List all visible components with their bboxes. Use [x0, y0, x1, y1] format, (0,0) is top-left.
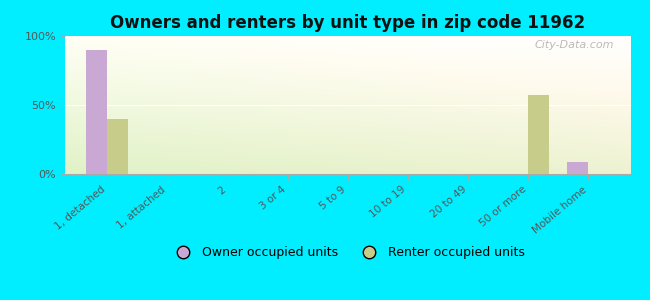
Legend: Owner occupied units, Renter occupied units: Owner occupied units, Renter occupied un… — [166, 241, 530, 264]
Bar — [107, 119, 128, 174]
Title: Owners and renters by unit type in zip code 11962: Owners and renters by unit type in zip c… — [111, 14, 585, 32]
Bar — [528, 95, 549, 174]
Bar — [86, 50, 107, 174]
Text: City-Data.com: City-Data.com — [534, 40, 614, 50]
Bar — [567, 162, 588, 174]
